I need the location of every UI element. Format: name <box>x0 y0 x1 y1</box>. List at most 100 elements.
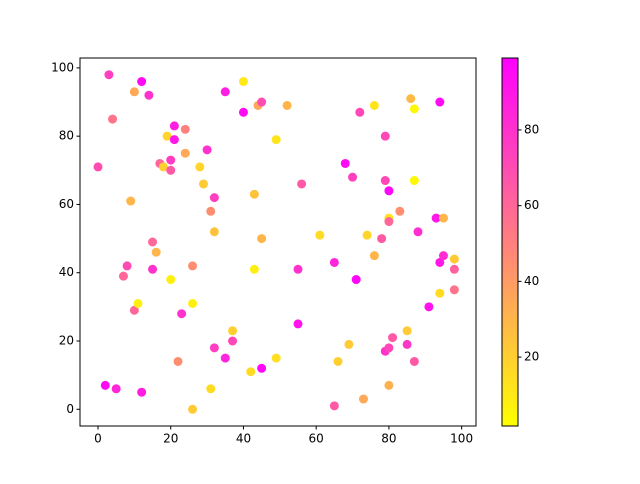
point <box>402 326 412 336</box>
point <box>380 176 390 186</box>
colorbar <box>501 57 519 427</box>
colorbar-tick-label: 60 <box>524 198 539 212</box>
point <box>362 230 372 240</box>
point <box>435 288 445 298</box>
point <box>206 206 216 216</box>
point <box>148 237 158 247</box>
point <box>449 285 459 295</box>
point <box>202 145 212 155</box>
x-tick-label: 40 <box>236 432 251 446</box>
y-tick-label: 100 <box>51 60 74 74</box>
point <box>188 298 198 308</box>
point <box>369 251 379 261</box>
point <box>111 384 121 394</box>
point <box>282 100 292 110</box>
point <box>406 94 416 104</box>
point <box>133 298 143 308</box>
point <box>413 227 423 237</box>
point <box>293 264 303 274</box>
point <box>228 336 238 346</box>
y-tick-label: 80 <box>59 129 74 143</box>
point <box>380 131 390 141</box>
point <box>435 97 445 107</box>
point <box>329 401 339 411</box>
point <box>169 135 179 145</box>
point <box>384 380 394 390</box>
point <box>409 104 419 114</box>
point <box>238 107 248 117</box>
colorbar-tick-label: 20 <box>524 350 539 364</box>
point <box>166 155 176 165</box>
point <box>384 217 394 227</box>
x-tick-label: 80 <box>381 432 396 446</box>
point <box>395 206 405 216</box>
point <box>158 162 168 172</box>
point <box>209 343 219 353</box>
point <box>129 87 139 97</box>
point <box>348 172 358 182</box>
point <box>108 114 118 124</box>
point <box>358 394 368 404</box>
point <box>188 261 198 271</box>
point <box>293 319 303 329</box>
point <box>206 384 216 394</box>
point <box>220 353 230 363</box>
point <box>377 234 387 244</box>
point <box>369 100 379 110</box>
x-tick-label: 100 <box>450 432 473 446</box>
colorbar-tick-label: 80 <box>524 122 539 136</box>
point <box>402 339 412 349</box>
point <box>257 363 267 373</box>
point <box>438 213 448 223</box>
point <box>209 227 219 237</box>
point <box>238 77 248 87</box>
point <box>195 162 205 172</box>
point <box>93 162 103 172</box>
point <box>209 193 219 203</box>
point <box>220 87 230 97</box>
point <box>249 189 259 199</box>
point <box>162 131 172 141</box>
point <box>122 261 132 271</box>
point <box>438 251 448 261</box>
point <box>151 247 161 257</box>
point <box>177 309 187 319</box>
point <box>228 326 238 336</box>
point <box>340 158 350 168</box>
point <box>129 305 139 315</box>
point <box>100 380 110 390</box>
colorbar-tick-label: 40 <box>524 274 539 288</box>
point <box>249 264 259 274</box>
point <box>173 356 183 366</box>
point <box>188 404 198 414</box>
y-tick-label: 60 <box>59 197 74 211</box>
point <box>449 254 459 264</box>
point <box>137 387 147 397</box>
point <box>137 77 147 87</box>
point <box>435 257 445 267</box>
x-tick-label: 60 <box>309 432 324 446</box>
point <box>409 356 419 366</box>
x-tick-label: 0 <box>94 432 102 446</box>
point <box>148 264 158 274</box>
point <box>384 186 394 196</box>
point <box>449 264 459 274</box>
point <box>144 90 154 100</box>
point <box>315 230 325 240</box>
point <box>257 97 267 107</box>
point <box>388 333 398 343</box>
y-tick-label: 20 <box>59 333 74 347</box>
point <box>169 121 179 131</box>
point <box>104 70 114 80</box>
point <box>246 367 256 377</box>
point <box>166 165 176 175</box>
point <box>424 302 434 312</box>
point <box>351 275 361 285</box>
point <box>344 339 354 349</box>
point <box>384 343 394 353</box>
point <box>126 196 136 206</box>
point <box>118 271 128 281</box>
point <box>271 353 281 363</box>
point <box>333 356 343 366</box>
